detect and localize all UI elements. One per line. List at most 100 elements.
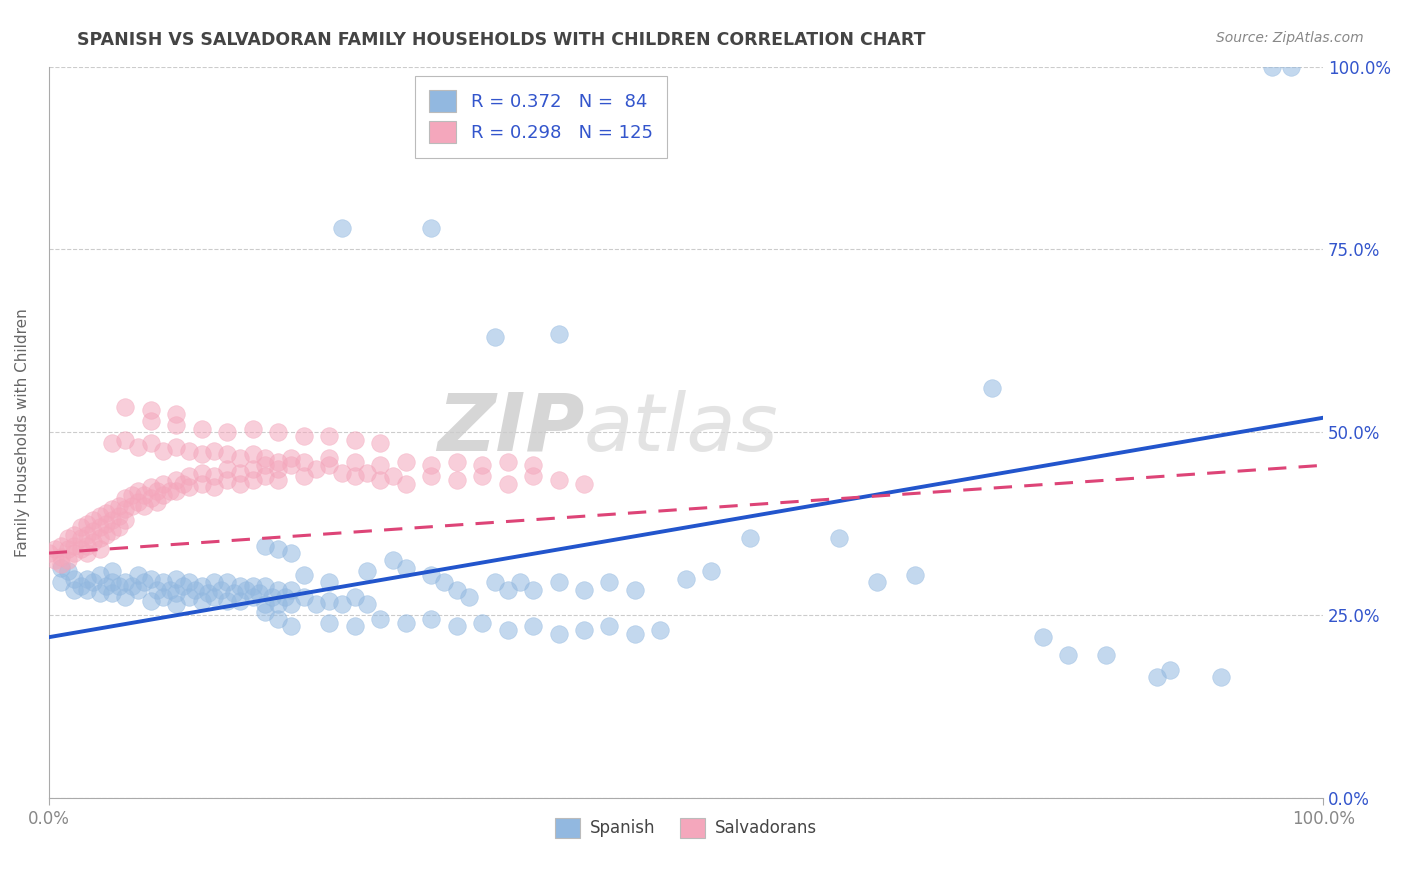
Point [172, 476, 194, 491]
Point [267, 612, 290, 626]
Point [343, 455, 366, 469]
Point [114, 433, 136, 447]
Point [139, 491, 162, 506]
Point [82, 513, 104, 527]
Point [82, 575, 104, 590]
Point [217, 593, 239, 607]
Point [496, 455, 519, 469]
Point [101, 502, 124, 516]
Point [82, 535, 104, 549]
Point [242, 447, 264, 461]
Point [165, 407, 187, 421]
Point [356, 565, 378, 579]
Point [229, 579, 252, 593]
Legend: Spanish, Salvadorans: Spanish, Salvadorans [548, 811, 824, 845]
Point [114, 400, 136, 414]
Point [394, 476, 416, 491]
Point [254, 539, 277, 553]
Point [177, 575, 200, 590]
Point [267, 425, 290, 440]
Point [318, 575, 340, 590]
Point [267, 582, 290, 597]
Point [305, 462, 328, 476]
Point [38, 546, 60, 560]
Point [177, 443, 200, 458]
Point [152, 487, 174, 501]
Point [94, 579, 117, 593]
Point [509, 575, 531, 590]
Point [76, 539, 98, 553]
Point [229, 476, 252, 491]
Point [76, 546, 98, 560]
Point [242, 579, 264, 593]
Point [76, 516, 98, 531]
Point [330, 466, 353, 480]
Point [368, 612, 391, 626]
Point [1032, 630, 1054, 644]
Text: Source: ZipAtlas.com: Source: ZipAtlas.com [1216, 31, 1364, 45]
Point [94, 516, 117, 531]
Point [522, 458, 544, 473]
Point [101, 436, 124, 450]
Point [330, 597, 353, 611]
Point [547, 626, 569, 640]
Point [420, 568, 443, 582]
Point [69, 520, 91, 534]
Point [89, 568, 111, 582]
Point [394, 455, 416, 469]
Point [496, 476, 519, 491]
Point [318, 429, 340, 443]
Point [292, 590, 315, 604]
Point [267, 597, 290, 611]
Point [572, 623, 595, 637]
Point [484, 330, 506, 344]
Point [51, 539, 73, 553]
Point [254, 469, 277, 483]
Point [254, 605, 277, 619]
Point [420, 220, 443, 235]
Point [318, 615, 340, 630]
Point [280, 546, 302, 560]
Point [127, 440, 149, 454]
Point [547, 326, 569, 341]
Point [177, 469, 200, 483]
Point [572, 476, 595, 491]
Point [368, 473, 391, 487]
Point [139, 414, 162, 428]
Point [127, 483, 149, 498]
Point [204, 575, 226, 590]
Point [471, 615, 494, 630]
Text: SPANISH VS SALVADORAN FAMILY HOUSEHOLDS WITH CHILDREN CORRELATION CHART: SPANISH VS SALVADORAN FAMILY HOUSEHOLDS … [77, 31, 925, 49]
Point [165, 597, 187, 611]
Point [1211, 670, 1233, 684]
Point [114, 575, 136, 590]
Point [624, 626, 647, 640]
Point [139, 572, 162, 586]
Point [217, 425, 239, 440]
Point [242, 590, 264, 604]
Y-axis label: Family Households with Children: Family Households with Children [15, 308, 30, 557]
Point [190, 476, 212, 491]
Point [458, 590, 481, 604]
Point [89, 509, 111, 524]
Point [63, 582, 86, 597]
Point [254, 450, 277, 465]
Point [217, 473, 239, 487]
Point [273, 590, 295, 604]
Point [318, 593, 340, 607]
Point [134, 499, 156, 513]
Point [165, 572, 187, 586]
Point [866, 575, 889, 590]
Point [177, 480, 200, 494]
Point [159, 582, 181, 597]
Point [598, 619, 620, 633]
Point [484, 575, 506, 590]
Point [190, 422, 212, 436]
Point [44, 542, 66, 557]
Point [114, 491, 136, 506]
Point [101, 565, 124, 579]
Point [572, 582, 595, 597]
Point [280, 458, 302, 473]
Point [904, 568, 927, 582]
Point [63, 546, 86, 560]
